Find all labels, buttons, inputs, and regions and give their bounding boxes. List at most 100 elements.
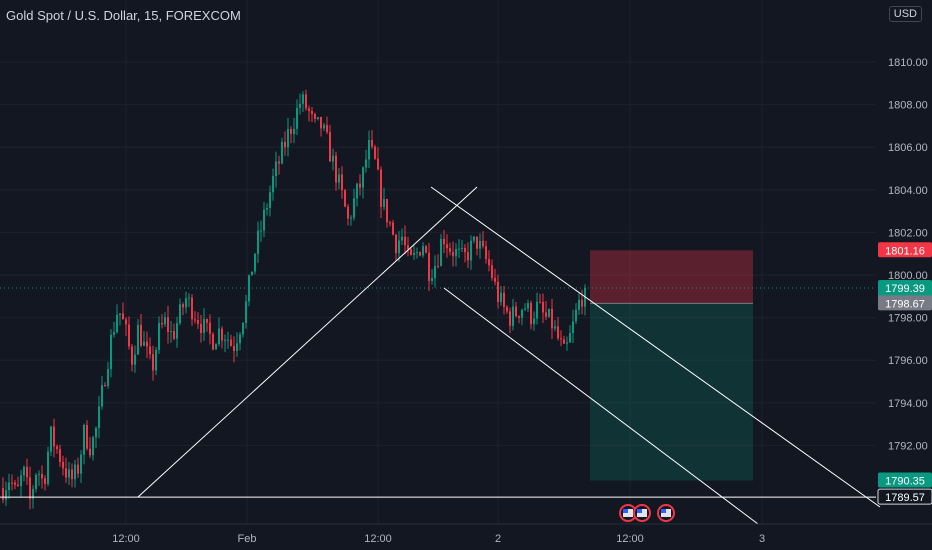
trendline-drawings[interactable]: [0, 186, 881, 525]
candle-body: [488, 259, 490, 266]
candle-body: [140, 324, 142, 346]
candle-body: [533, 318, 535, 325]
candle-body: [428, 252, 430, 281]
candle-body: [131, 346, 133, 365]
rising-trendline[interactable]: [137, 186, 478, 498]
candle-body: [254, 253, 256, 272]
candle-body: [248, 275, 250, 302]
candle-body: [554, 326, 556, 329]
candle-body: [215, 344, 217, 350]
flag-canton-icon: [661, 509, 666, 513]
stop-loss-zone[interactable]: [590, 250, 753, 304]
candle-body: [152, 354, 154, 371]
candle-body: [41, 473, 43, 479]
candle-body: [32, 489, 34, 499]
candle-body: [230, 339, 232, 346]
candle-body: [266, 207, 268, 210]
candle-body: [176, 323, 178, 339]
candle-body: [413, 252, 415, 255]
candle-body: [8, 482, 10, 491]
candle-body: [257, 230, 259, 254]
candle-body: [386, 199, 388, 223]
candle-body: [497, 281, 499, 303]
candle-body: [329, 132, 331, 162]
candle-body: [92, 437, 94, 456]
candle-body: [56, 446, 58, 450]
take-profit-zone[interactable]: [590, 303, 753, 481]
price-tick-label: 1802.00: [888, 227, 928, 239]
candle-body: [122, 313, 124, 320]
price-label-horizontal-line[interactable]: [877, 488, 932, 505]
candle-body: [20, 475, 22, 487]
candle-body: [392, 222, 394, 235]
candle-body: [296, 107, 298, 129]
candle-body: [362, 167, 364, 188]
candle-body: [401, 236, 403, 241]
candle-body: [164, 317, 166, 325]
price-label-stop[interactable]: [878, 242, 932, 258]
short-position-tool[interactable]: [590, 250, 753, 481]
price-tick-label: 1796.00: [888, 355, 928, 367]
candle-body: [548, 308, 550, 317]
price-label-entry[interactable]: [878, 295, 932, 311]
candle-body: [281, 141, 283, 164]
candle-body: [515, 306, 517, 317]
candle-body: [359, 183, 361, 188]
candle-body: [155, 349, 157, 371]
candle-body: [335, 155, 337, 183]
candle-body: [506, 306, 508, 312]
candle-body: [98, 406, 100, 428]
channel-upper-line[interactable]: [430, 186, 881, 508]
candle-body: [560, 338, 562, 340]
candle-body: [461, 247, 463, 249]
candle-body: [302, 94, 304, 104]
candle-body: [182, 304, 184, 308]
candle-body: [53, 426, 55, 447]
candle-body: [275, 161, 277, 177]
candle-body: [203, 318, 205, 333]
candle-body: [524, 308, 526, 310]
price-axis[interactable]: 1810.00 1808.00 1806.00 1804.00 1802.00 1800.…: [877, 57, 932, 505]
candle-body: [77, 464, 79, 474]
candle-body: [71, 469, 73, 480]
candle-body: [17, 484, 19, 487]
price-label-stop-value: 1801.16: [885, 245, 925, 257]
price-tick-label: 1808.00: [888, 100, 928, 112]
candle-body: [569, 333, 571, 343]
candle-body: [68, 469, 70, 478]
time-tick-label: 12:00: [364, 533, 392, 545]
candle-body: [167, 317, 169, 332]
candle-body: [185, 298, 187, 308]
price-label-target[interactable]: [878, 472, 932, 488]
currency-button[interactable]: USD: [888, 6, 922, 22]
candle-body: [107, 369, 109, 386]
candle-body: [272, 176, 274, 193]
candle-body: [572, 321, 574, 334]
candle-body: [407, 245, 409, 250]
candle-body: [305, 94, 307, 109]
price-tick-label: 1810.00: [888, 57, 928, 69]
candle-body: [146, 341, 148, 347]
candle-body: [470, 240, 472, 261]
candle-body: [206, 318, 208, 323]
candle-body: [566, 342, 568, 344]
candle-body: [380, 169, 382, 207]
economic-events[interactable]: [619, 504, 675, 522]
time-axis[interactable]: 12:00 Feb 12:00 2 12:00 3: [112, 533, 765, 545]
price-label-target-value: 1790.35: [885, 476, 925, 488]
price-label-horizontal-line-value: 1789.57: [885, 492, 925, 504]
price-tick-label: 1792.00: [888, 440, 928, 452]
candle-body: [482, 240, 484, 247]
candle-body: [500, 292, 502, 303]
candle-body: [344, 190, 346, 207]
price-tick-label: 1798.00: [888, 313, 928, 325]
candle-body: [440, 238, 442, 266]
time-tick-label: Feb: [238, 533, 257, 545]
candle-body: [431, 278, 433, 281]
candle-body: [539, 301, 541, 303]
channel-lower-line[interactable]: [443, 287, 759, 525]
candle-body: [581, 299, 583, 307]
candle-body: [434, 265, 436, 279]
time-tick-label: 12:00: [616, 533, 644, 545]
